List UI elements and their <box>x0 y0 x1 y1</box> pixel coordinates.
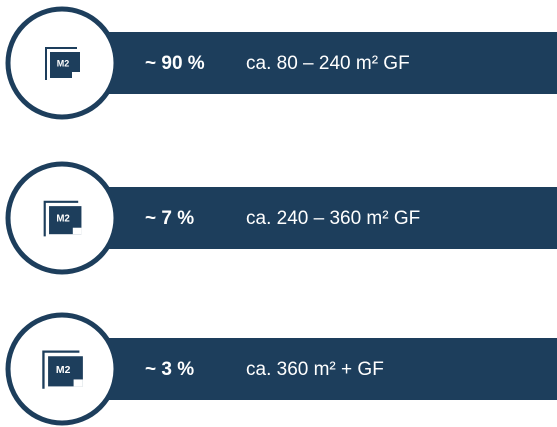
icon-outline <box>43 200 79 237</box>
icon-label: M2 <box>57 58 70 68</box>
range: ca. 360 m² + GF <box>246 359 384 380</box>
icon-outline <box>42 350 80 389</box>
share: ~ 3 % <box>145 359 194 380</box>
row: M2 ~ 90 % ca. 80 – 240 m² GF <box>5 6 557 120</box>
range: ca. 240 – 360 m² GF <box>246 208 420 229</box>
share: ~ 7 % <box>145 208 194 229</box>
banner <box>80 187 557 249</box>
m2-icon: M2 <box>42 350 83 389</box>
icon-notch <box>73 379 83 387</box>
m2-icon: M2 <box>43 200 82 237</box>
icon-notch <box>72 227 82 235</box>
range: ca. 80 – 240 m² GF <box>246 53 410 74</box>
icon-label: M2 <box>56 214 70 225</box>
banner <box>80 338 557 400</box>
m2-icon: M2 <box>45 47 80 80</box>
banner <box>80 32 557 94</box>
icon-notch <box>72 72 80 78</box>
icon-label: M2 <box>56 365 71 376</box>
share: ~ 90 % <box>145 53 205 74</box>
row: M2 ~ 3 % ca. 360 m² + GF <box>5 312 557 426</box>
icon-outline <box>45 47 77 80</box>
row: M2 ~ 7 % ca. 240 – 360 m² GF <box>5 161 557 275</box>
